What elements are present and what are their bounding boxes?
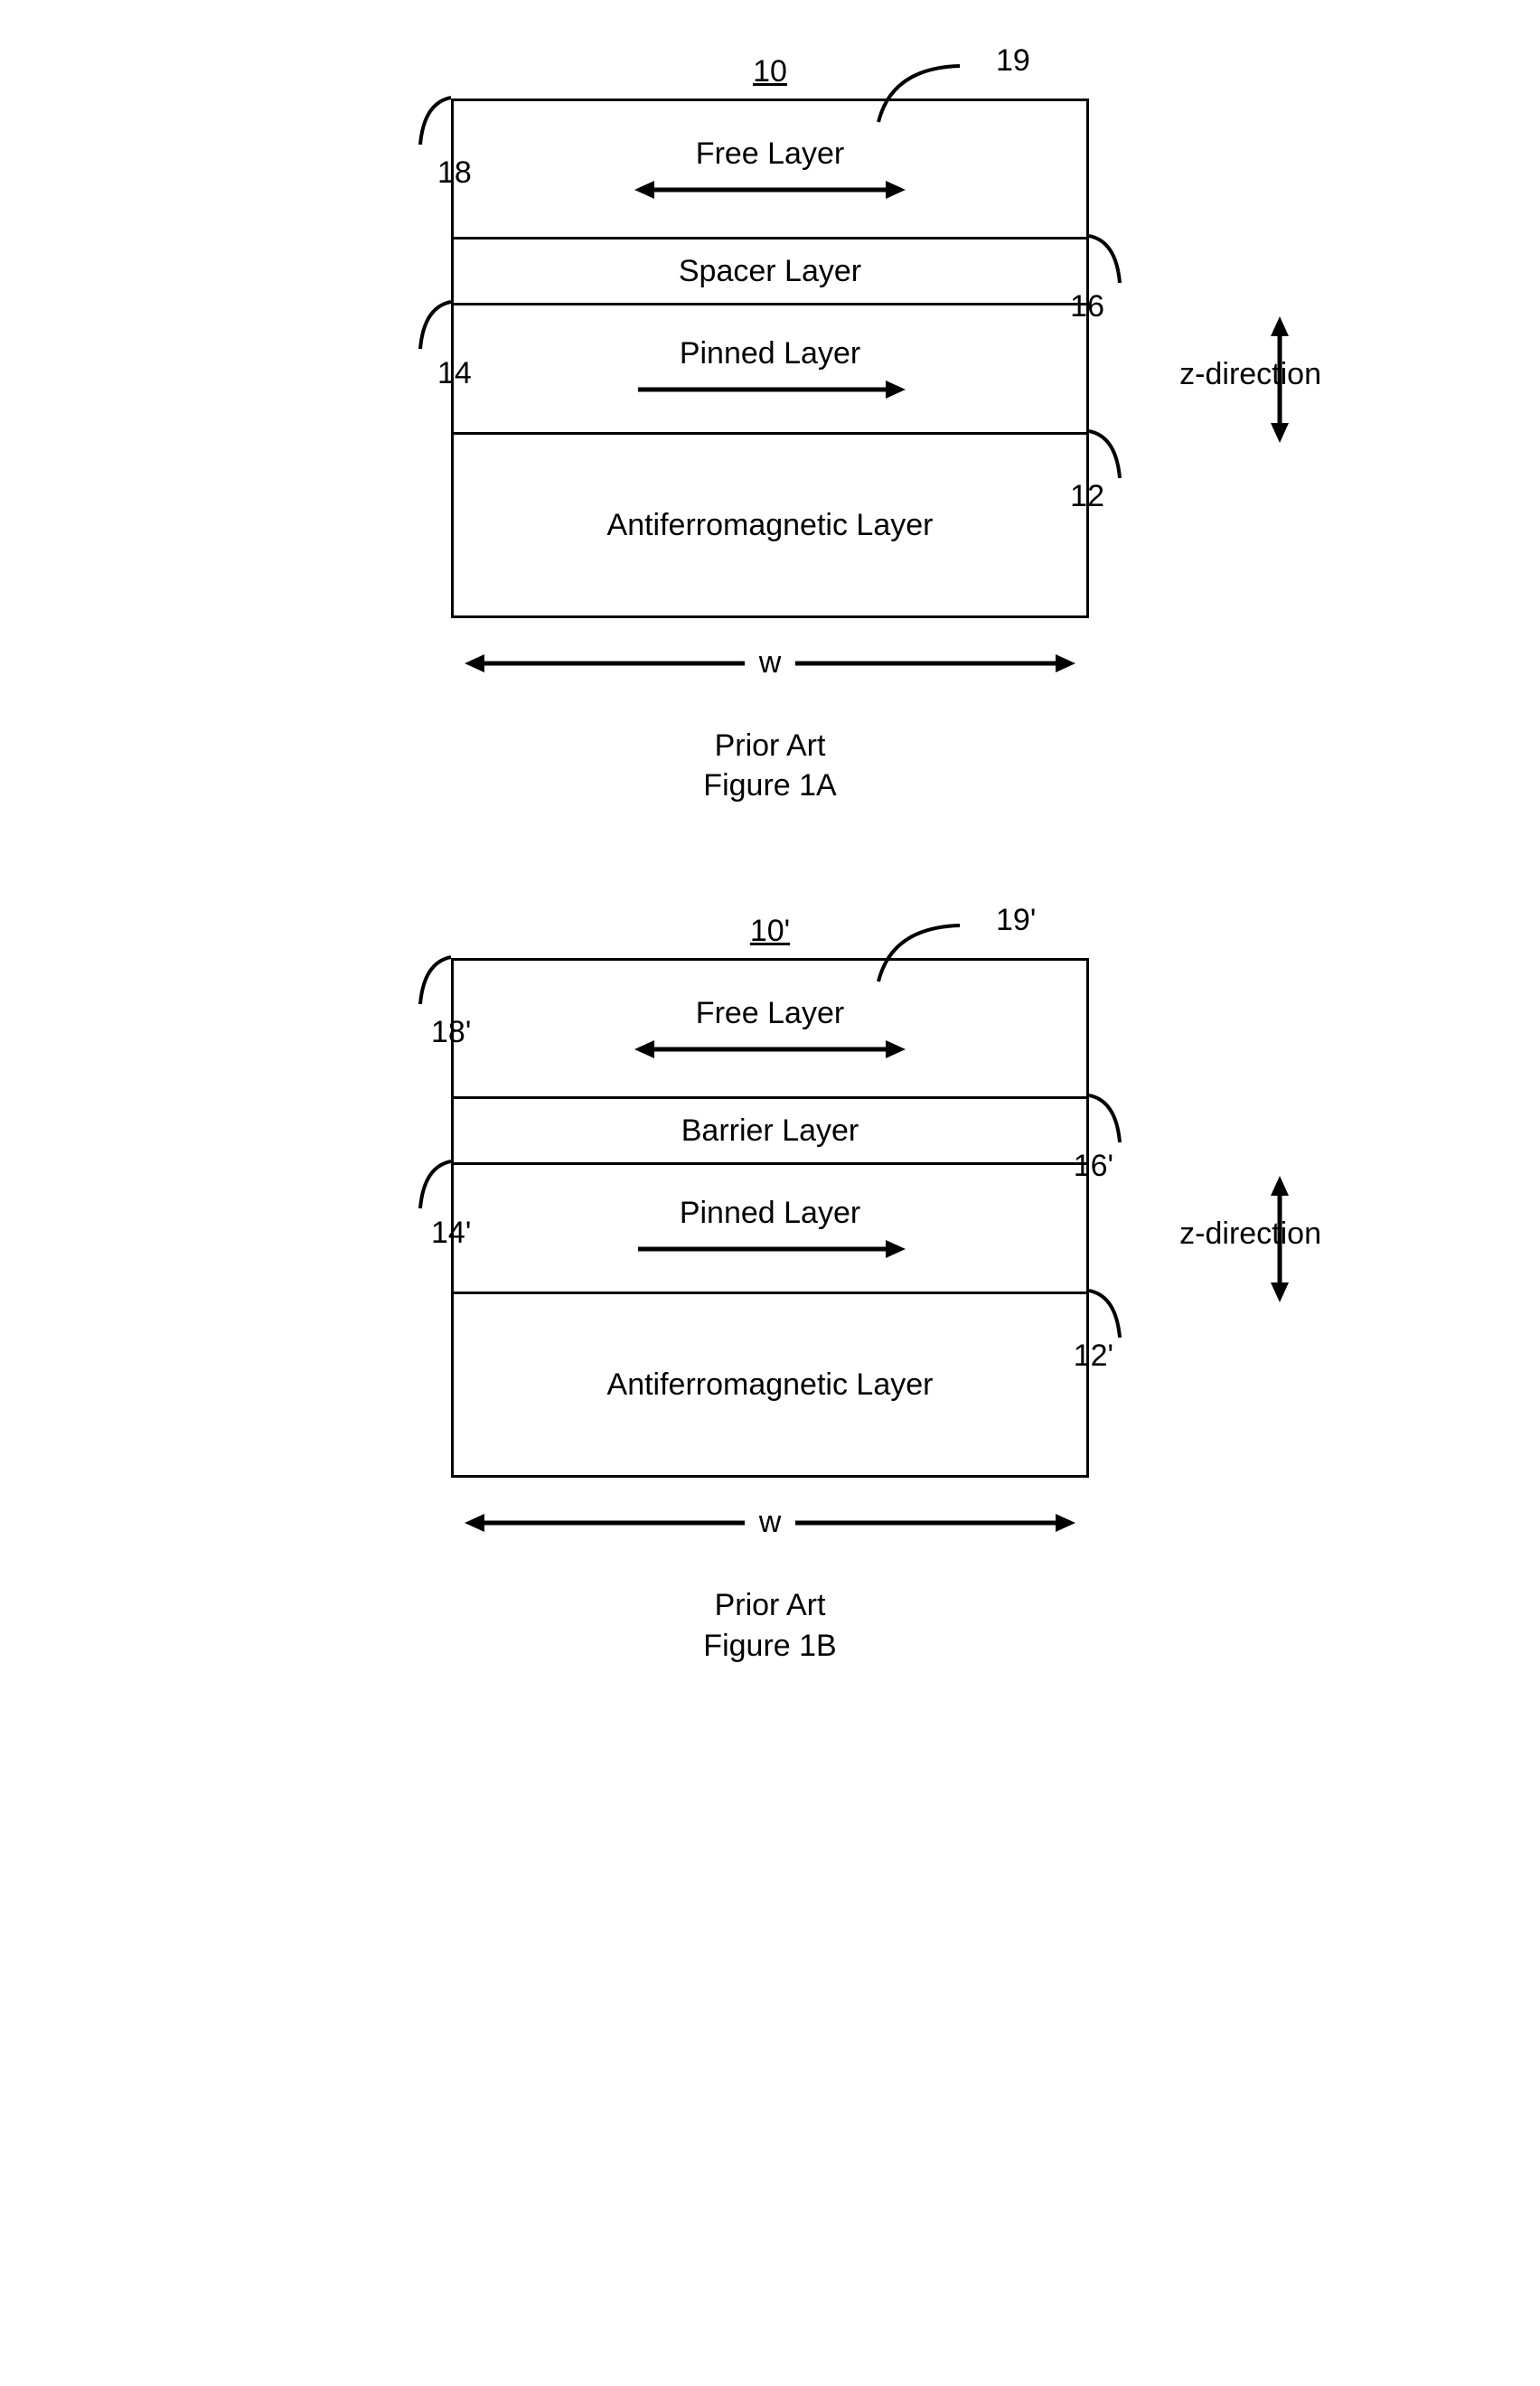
layer-stack-b: Free Layer 18' Barrier Layer	[451, 958, 1089, 1478]
figure-1b: 10' 19' Free Layer 18'	[36, 914, 1504, 1665]
w-label-a: w	[745, 645, 796, 681]
ref-19p: 19'	[996, 903, 1036, 938]
afm-layer-a: Antiferromagnetic Layer	[454, 435, 1086, 618]
ref-18p-lead	[415, 953, 451, 1008]
ref-14p-lead	[415, 1158, 451, 1212]
ref-18: 18	[437, 155, 472, 191]
afm-layer-b: Antiferromagnetic Layer	[454, 1294, 1086, 1478]
pinned-layer-arrow-a	[634, 377, 906, 402]
caption-a-2: Figure 1A	[363, 766, 1177, 805]
figure-1a-wrap: 10 19 Free Layer	[363, 54, 1177, 805]
figure-1a: 10 19 Free Layer	[36, 54, 1504, 805]
width-arrow-a: w	[454, 645, 1086, 681]
fig-a-title: 10	[363, 54, 1177, 89]
ref-12p: 12'	[1074, 1339, 1113, 1374]
fig-b-title: 10'	[363, 914, 1177, 949]
free-layer-label-a: Free Layer	[696, 136, 844, 172]
free-layer-arrow-b	[634, 1037, 906, 1062]
caption-b-2: Figure 1B	[363, 1626, 1177, 1666]
afm-layer-label-b: Antiferromagnetic Layer	[607, 1367, 934, 1403]
z-label-a: z-direction	[1179, 357, 1321, 392]
pinned-layer-label-b: Pinned Layer	[680, 1196, 860, 1231]
barrier-layer-b: Barrier Layer	[454, 1099, 1086, 1165]
ref-12: 12	[1070, 479, 1104, 514]
pinned-layer-a: Pinned Layer	[454, 305, 1086, 435]
barrier-layer-label-b: Barrier Layer	[681, 1113, 859, 1149]
ref-14: 14	[437, 356, 472, 391]
spacer-layer-a: Spacer Layer	[454, 240, 1086, 305]
pinned-layer-b: Pinned Layer	[454, 1165, 1086, 1294]
ref-19: 19	[996, 43, 1030, 79]
ref-16-lead	[1089, 232, 1125, 287]
free-layer-a: Free Layer	[454, 101, 1086, 240]
caption-b: Prior Art Figure 1B	[363, 1585, 1177, 1665]
pinned-layer-arrow-b	[634, 1236, 906, 1262]
spacer-layer-label-a: Spacer Layer	[679, 254, 861, 289]
figure-1b-wrap: 10' 19' Free Layer 18'	[363, 914, 1177, 1665]
pinned-layer-label-a: Pinned Layer	[680, 336, 860, 371]
w-label-b: w	[745, 1505, 796, 1540]
caption-a-1: Prior Art	[363, 726, 1177, 766]
ref-12p-lead	[1089, 1287, 1125, 1341]
ref-16p-lead	[1089, 1092, 1125, 1146]
ref-18-lead	[415, 94, 451, 148]
free-layer-arrow-a	[634, 177, 906, 202]
free-layer-label-b: Free Layer	[696, 996, 844, 1031]
ref-14-lead	[415, 298, 451, 352]
ref-14p: 14'	[431, 1216, 471, 1251]
free-layer-b: Free Layer	[454, 961, 1086, 1099]
caption-a: Prior Art Figure 1A	[363, 726, 1177, 805]
layer-stack-a: Free Layer 18 Spacer Layer	[451, 99, 1089, 618]
caption-b-1: Prior Art	[363, 1585, 1177, 1625]
ref-18p: 18'	[431, 1015, 471, 1050]
z-label-b: z-direction	[1179, 1216, 1321, 1252]
width-arrow-b: w	[454, 1505, 1086, 1540]
ref-12-lead	[1089, 427, 1125, 482]
afm-layer-label-a: Antiferromagnetic Layer	[607, 508, 934, 543]
